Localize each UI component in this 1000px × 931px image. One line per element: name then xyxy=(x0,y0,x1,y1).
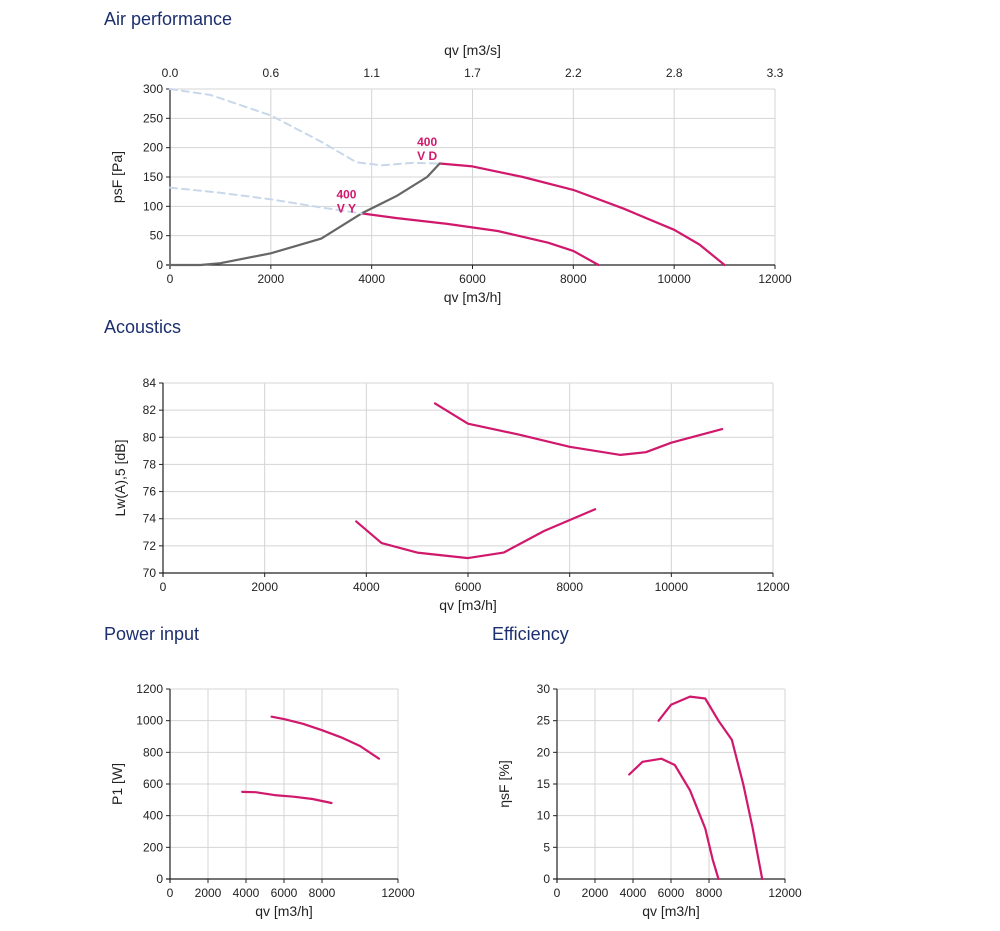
x-tick-label: 2000 xyxy=(195,886,222,900)
x-tick-label: 2000 xyxy=(251,580,278,594)
y-axis-label: P1 [W] xyxy=(109,763,125,805)
y-tick-label: 0 xyxy=(156,872,163,886)
x-tick-label: 0 xyxy=(167,886,174,900)
y-tick-label: 10 xyxy=(537,809,551,823)
x-axis-label: qv [m3/h] xyxy=(439,597,497,613)
chart-acoustics: 0 2000 4000 6000 8000 10000 12000 70 72 74 76 78 80 8… xyxy=(112,376,790,613)
y-axis-label: ηsF [%] xyxy=(496,760,512,807)
x-tick-label: 4000 xyxy=(620,886,647,900)
y-tick-label: 1000 xyxy=(136,714,163,728)
x-tick-label: 4000 xyxy=(358,272,385,286)
series-line-1 xyxy=(270,715,381,760)
y-tick-label: 0 xyxy=(156,258,163,272)
section-title-efficiency: Efficiency xyxy=(492,624,569,644)
y-tick-label: 250 xyxy=(143,111,163,125)
y-tick-label: 800 xyxy=(143,745,163,759)
x2-tick-label: 2.8 xyxy=(666,66,683,80)
y-tick-label: 15 xyxy=(537,777,551,791)
x-axis-label: qv [m3/h] xyxy=(255,903,313,919)
x2-tick-label: 0.0 xyxy=(162,66,179,80)
x2-axis-label: qv [m3/s] xyxy=(444,42,501,58)
x2-tick-label: 2.2 xyxy=(565,66,582,80)
x-tick-label: 6000 xyxy=(658,886,685,900)
curve-annotation: V D xyxy=(417,149,437,163)
section-title-acoustics: Acoustics xyxy=(104,317,182,337)
y-tick-label: 0 xyxy=(543,872,550,886)
x-tick-label: 4000 xyxy=(353,580,380,594)
x-tick-label: 8000 xyxy=(309,886,336,900)
x2-tick-label: 3.3 xyxy=(767,66,784,80)
y-tick-label: 100 xyxy=(143,199,163,213)
series-line-3 xyxy=(168,162,441,267)
x-tick-label: 4000 xyxy=(233,886,260,900)
x-tick-label: 0 xyxy=(554,886,561,900)
x-axis-label: qv [m3/h] xyxy=(444,289,502,305)
chart-efficiency: 0 2000 4000 6000 8000 12000 0 5 10 15 20 25 30 qv [m3… xyxy=(496,682,802,919)
x-tick-label: 12000 xyxy=(768,886,802,900)
x-tick-label: 12000 xyxy=(381,886,415,900)
y-tick-label: 5 xyxy=(543,840,550,854)
y-tick-label: 300 xyxy=(143,82,163,96)
y-tick-label: 80 xyxy=(143,430,157,444)
series-line-4 xyxy=(169,88,441,167)
x-tick-label: 8000 xyxy=(696,886,723,900)
x-tick-label: 12000 xyxy=(758,272,792,286)
section-title-power: Power input xyxy=(104,624,200,644)
y-axis-label: Lw(A),5 [dB] xyxy=(112,439,128,516)
x-tick-label: 0 xyxy=(167,272,174,286)
x-tick-label: 12000 xyxy=(756,580,790,594)
x-tick-label: 10000 xyxy=(655,580,689,594)
y-axis-label: psF [Pa] xyxy=(109,151,125,203)
x-axis-label: qv [m3/h] xyxy=(642,903,700,919)
series-line-2 xyxy=(355,508,597,560)
x-tick-label: 10000 xyxy=(657,272,691,286)
x-tick-label: 6000 xyxy=(271,886,298,900)
y-tick-label: 30 xyxy=(537,682,551,696)
y-tick-label: 200 xyxy=(143,141,163,155)
x2-tick-label: 0.6 xyxy=(262,66,279,80)
y-tick-label: 70 xyxy=(143,566,157,580)
series-line-1 xyxy=(438,162,726,267)
y-tick-label: 84 xyxy=(143,376,157,390)
y-tick-label: 78 xyxy=(143,457,157,471)
curve-annotation: 400 xyxy=(336,188,356,202)
y-tick-label: 20 xyxy=(537,745,551,759)
y-tick-label: 76 xyxy=(143,485,157,499)
x-tick-label: 6000 xyxy=(455,580,482,594)
series-line-2 xyxy=(241,790,333,805)
y-tick-label: 200 xyxy=(143,840,163,854)
curve-annotation: 400 xyxy=(417,135,437,149)
chart-power: 0 2000 4000 6000 8000 12000 0 200 400 600 800 1000 1… xyxy=(109,682,415,919)
section-title-air: Air performance xyxy=(104,9,233,29)
y-tick-label: 50 xyxy=(150,229,164,243)
x-tick-label: 8000 xyxy=(556,580,583,594)
x-tick-label: 6000 xyxy=(459,272,486,286)
x-tick-label: 0 xyxy=(160,580,167,594)
series-line-2 xyxy=(360,212,600,267)
x2-tick-label: 1.7 xyxy=(464,66,481,80)
x-tick-label: 2000 xyxy=(582,886,609,900)
y-tick-label: 74 xyxy=(143,512,157,526)
series-line-1 xyxy=(657,695,764,881)
series-line-1 xyxy=(433,402,724,456)
chart-air: 0 2000 4000 6000 8000 10000 12000 0 50 100 150 200 2… xyxy=(109,42,792,305)
y-tick-label: 25 xyxy=(537,714,551,728)
y-tick-label: 150 xyxy=(143,170,163,184)
y-tick-label: 72 xyxy=(143,539,157,553)
series-line-5 xyxy=(169,186,363,215)
x-tick-label: 8000 xyxy=(560,272,587,286)
curve-annotation: V Y xyxy=(337,202,356,216)
y-tick-label: 600 xyxy=(143,777,163,791)
y-tick-label: 82 xyxy=(143,403,157,417)
x-tick-label: 2000 xyxy=(257,272,284,286)
y-tick-label: 1200 xyxy=(136,682,163,696)
x2-tick-label: 1.1 xyxy=(363,66,380,80)
y-tick-label: 400 xyxy=(143,809,163,823)
series-line-2 xyxy=(628,757,720,881)
